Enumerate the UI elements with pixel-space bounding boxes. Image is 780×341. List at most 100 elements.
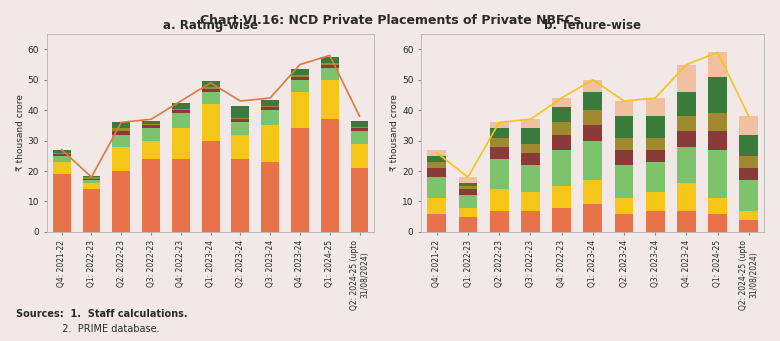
Text: Sources:  1.  Staff calculations.: Sources: 1. Staff calculations. xyxy=(16,309,187,319)
Bar xyxy=(459,195,477,208)
Bar xyxy=(112,134,130,147)
Bar xyxy=(521,165,540,192)
Bar xyxy=(583,180,602,205)
Bar xyxy=(646,116,665,137)
Bar xyxy=(552,208,571,232)
Bar xyxy=(677,147,696,183)
Bar xyxy=(677,132,696,147)
Bar xyxy=(459,177,477,183)
Bar xyxy=(172,110,190,113)
Bar xyxy=(459,183,477,186)
Bar xyxy=(291,75,309,77)
Bar xyxy=(708,53,727,77)
Bar xyxy=(321,68,339,80)
Bar xyxy=(83,177,101,179)
Bar xyxy=(112,171,130,232)
Bar xyxy=(142,159,160,232)
Title: b. Tenure-wise: b. Tenure-wise xyxy=(544,18,641,32)
Bar xyxy=(350,121,368,127)
Bar xyxy=(583,125,602,140)
Bar xyxy=(583,80,602,92)
Bar xyxy=(142,125,160,129)
Y-axis label: ₹ thousand crore: ₹ thousand crore xyxy=(390,94,399,172)
Bar xyxy=(350,132,368,144)
Bar xyxy=(583,110,602,125)
Bar xyxy=(552,186,571,208)
Bar xyxy=(53,174,71,232)
Bar xyxy=(261,106,279,107)
Bar xyxy=(83,176,101,177)
Text: Chart VI.16: NCD Private Placements of Private NBFCs: Chart VI.16: NCD Private Placements of P… xyxy=(200,14,580,27)
Bar xyxy=(583,92,602,110)
Bar xyxy=(521,144,540,153)
Bar xyxy=(615,165,633,198)
Bar xyxy=(552,107,571,122)
Bar xyxy=(708,113,727,132)
Bar xyxy=(677,116,696,132)
Bar xyxy=(232,106,250,118)
Bar xyxy=(459,217,477,232)
Bar xyxy=(427,198,446,213)
Bar xyxy=(615,116,633,137)
Bar xyxy=(112,129,130,132)
Bar xyxy=(202,89,219,92)
Bar xyxy=(739,220,758,232)
Bar xyxy=(677,211,696,232)
Title: a. Rating-wise: a. Rating-wise xyxy=(163,18,258,32)
Bar xyxy=(321,57,339,63)
Bar xyxy=(261,125,279,162)
Bar xyxy=(459,186,477,189)
Bar xyxy=(172,103,190,109)
Bar xyxy=(83,189,101,232)
Bar xyxy=(708,132,727,150)
Bar xyxy=(646,98,665,116)
Bar xyxy=(291,80,309,92)
Bar xyxy=(112,147,130,171)
Bar xyxy=(350,129,368,132)
Bar xyxy=(142,124,160,125)
Bar xyxy=(202,140,219,232)
Bar xyxy=(261,162,279,232)
Bar xyxy=(142,129,160,140)
Bar xyxy=(232,119,250,122)
Bar xyxy=(583,205,602,232)
Bar xyxy=(521,119,540,129)
Bar xyxy=(646,150,665,162)
Bar xyxy=(459,208,477,217)
Bar xyxy=(615,213,633,232)
Bar xyxy=(490,122,509,129)
Bar xyxy=(427,213,446,232)
Bar xyxy=(202,81,219,87)
Bar xyxy=(427,177,446,198)
Y-axis label: ₹ thousand crore: ₹ thousand crore xyxy=(16,94,25,172)
Bar xyxy=(291,77,309,80)
Bar xyxy=(490,211,509,232)
Bar xyxy=(321,80,339,119)
Bar xyxy=(83,179,101,180)
Bar xyxy=(677,92,696,116)
Bar xyxy=(739,168,758,180)
Bar xyxy=(521,211,540,232)
Bar xyxy=(615,137,633,150)
Bar xyxy=(583,140,602,180)
Bar xyxy=(232,122,250,134)
Bar xyxy=(53,154,71,156)
Bar xyxy=(142,140,160,159)
Bar xyxy=(490,137,509,147)
Bar xyxy=(708,150,727,198)
Bar xyxy=(427,150,446,156)
Bar xyxy=(321,64,339,68)
Text: 2.  PRIME database.: 2. PRIME database. xyxy=(31,325,160,335)
Bar xyxy=(615,101,633,116)
Bar xyxy=(521,129,540,144)
Bar xyxy=(490,189,509,211)
Bar xyxy=(521,192,540,211)
Bar xyxy=(646,137,665,150)
Bar xyxy=(427,156,446,162)
Bar xyxy=(739,116,758,134)
Bar xyxy=(350,127,368,129)
Bar xyxy=(552,134,571,150)
Bar xyxy=(708,77,727,113)
Bar xyxy=(739,211,758,220)
Bar xyxy=(552,150,571,186)
